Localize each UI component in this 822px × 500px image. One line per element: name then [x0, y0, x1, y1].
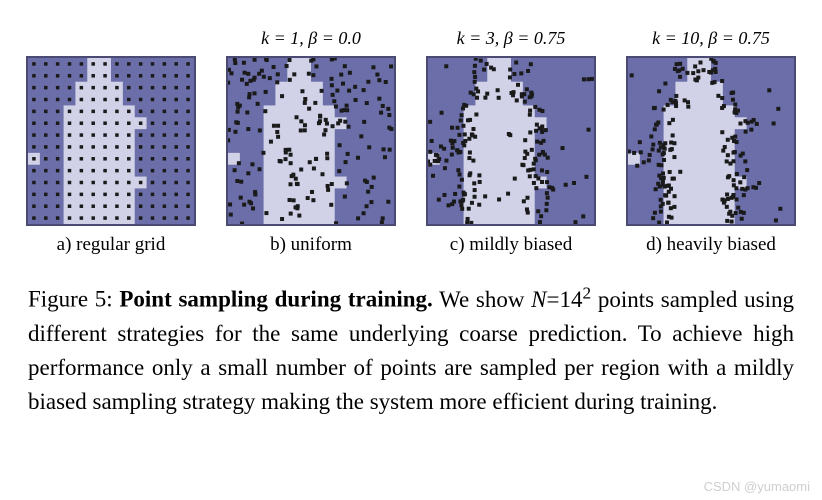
param-label: k = 3, β = 0.75 [457, 28, 566, 52]
param-label: k = 1, β = 0.0 [261, 28, 361, 52]
panel-svg [428, 58, 594, 224]
param-label [109, 28, 114, 52]
sub-caption: b) uniform [270, 234, 352, 256]
panel-box [26, 56, 196, 226]
caption-prefix: Figure 5: [28, 287, 119, 312]
figure-row: a) regular gridk = 1, β = 0.0b) uniformk… [0, 0, 822, 256]
panel-svg [28, 58, 194, 224]
panel-svg [628, 58, 794, 224]
panel-regular: a) regular grid [20, 28, 202, 256]
sub-caption: d) heavily biased [646, 234, 776, 256]
figure-caption: Figure 5: Point sampling during training… [0, 256, 822, 419]
panel-box [626, 56, 796, 226]
panel-svg [228, 58, 394, 224]
param-label: k = 10, β = 0.75 [652, 28, 770, 52]
panel-box [226, 56, 396, 226]
sub-caption: a) regular grid [57, 234, 166, 256]
panel-uniform: k = 1, β = 0.0 b) uniform [220, 28, 402, 256]
watermark: CSDN @yumaomi [704, 479, 810, 494]
caption-bold: Point sampling during training. [119, 287, 432, 312]
panel-box [426, 56, 596, 226]
panel-mildly: k = 3, β = 0.75 c) mildly biased [420, 28, 602, 256]
panel-heavily: k = 10, β = 0.75 d) heavily biased [620, 28, 802, 256]
sub-caption: c) mildly biased [450, 234, 572, 256]
